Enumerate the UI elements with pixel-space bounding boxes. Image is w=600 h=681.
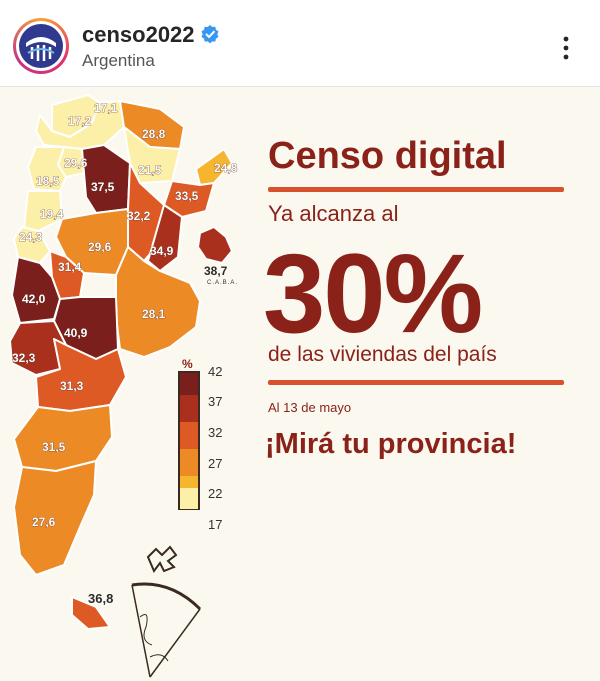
label-chubut: 31,5 [42,440,66,454]
label-sanjuan: 24,3 [19,230,43,244]
label-mendoza: 42,0 [22,292,46,306]
legend-scale [178,371,200,510]
label-neuquen: 32,3 [12,351,36,365]
caba-area [197,226,233,264]
call-to-action: ¡Mirá tu provincia! [265,428,517,460]
province-shapes [9,94,233,630]
label-rionegro: 31,3 [60,379,84,393]
legend-tick-27: 27 [208,456,223,471]
censo-logo-icon [19,24,63,68]
title-rule [268,187,564,192]
legend-tick-32: 32 [208,425,223,440]
profile-avatar[interactable] [13,18,69,74]
post-header: censo2022 Argentina [0,0,600,87]
antarctic-line-2 [149,608,201,678]
antarctic-sketch [139,614,169,662]
label-formosa: 28,8 [142,127,166,141]
province-santiago [81,144,131,214]
label-chaco: 21,5 [138,163,162,177]
post-image: 17,1 17,2 28,8 29,6 21,5 24,8 18,5 37,5 … [0,87,600,681]
antarctic-line [131,584,151,678]
legend-unit: % [182,357,193,371]
legend-tick-22: 22 [208,486,223,501]
label-santafe: 32,2 [127,209,151,223]
province-misiones [195,148,233,186]
date-note: Al 13 de mayo [268,400,352,415]
big-percentage: 30% [263,231,483,356]
legend-swatch-2 [179,395,199,422]
lower-rule [268,380,564,385]
province-tdf [71,596,111,630]
caba-value: 38,7 [204,264,228,278]
post-title: Censo digital [268,135,507,177]
label-corrientes: 33,5 [175,189,199,203]
legend-swatch-4 [179,449,199,476]
province-entrerios [147,204,183,272]
label-cordoba: 29,6 [88,240,112,254]
caba-label: C.A.B.A. [207,280,239,286]
tdf-value: 36,8 [88,591,114,606]
legend-swatch-6 [179,488,199,510]
legend-swatch-5 [179,476,199,488]
islands-glyph [146,545,178,573]
post-subtitle-2: de las viviendas del país [268,343,497,366]
province-labels: 17,1 17,2 28,8 29,6 21,5 24,8 18,5 37,5 … [12,101,238,530]
argentina-map: 17,1 17,2 28,8 29,6 21,5 24,8 18,5 37,5 … [9,94,238,678]
province-larioja [23,190,63,232]
post-location[interactable]: Argentina [82,51,155,70]
verified-badge-icon [201,25,219,44]
legend-tick-42: 42 [208,364,223,379]
label-salta: 17,2 [68,114,92,128]
antarctic-arc [131,582,202,611]
label-catamarca: 18,5 [36,174,60,188]
legend-tick-17: 17 [208,517,223,532]
legend-tick-37: 37 [208,394,223,409]
label-santiago: 37,5 [91,180,115,194]
legend-frame [178,371,200,510]
province-santacruz [13,460,97,576]
province-chubut [13,404,113,472]
label-jujuy: 17,1 [94,101,118,115]
label-larioja: 19,4 [40,207,64,221]
post-subtitle: Ya alcanza al [268,201,399,226]
account-username[interactable]: censo2022 [82,22,195,47]
label-misiones: 24,8 [214,161,238,175]
avatar-inner [16,21,66,71]
label-buenosaires: 28,1 [142,307,166,321]
label-tucuman: 29,6 [64,156,88,170]
label-sanluis: 31,4 [58,260,82,274]
label-santacruz: 27,6 [32,515,56,529]
label-lapampa: 40,9 [64,326,88,340]
legend-swatch-3 [179,422,199,449]
label-entrerios: 34,9 [150,244,174,258]
more-options-icon[interactable] [556,34,576,62]
province-catamarca [27,146,67,192]
legend-swatch-1 [179,372,199,395]
